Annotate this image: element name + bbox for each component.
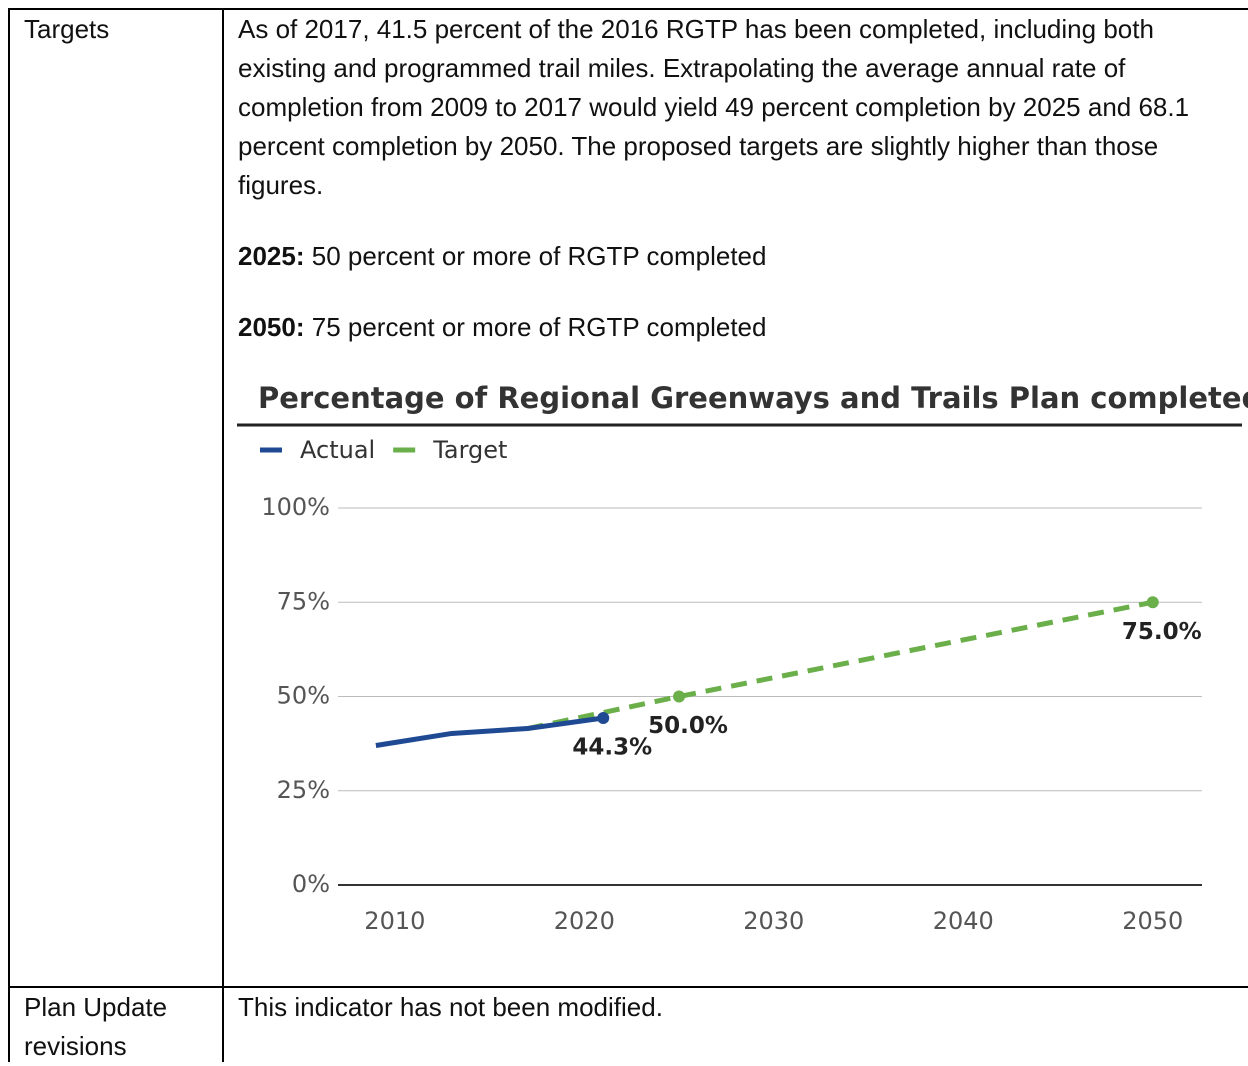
row-label: Targets [24,14,110,44]
cell-content: This indicator has not been modified. [238,992,663,1022]
target-text: 50 percent or more of RGTP completed [311,241,767,271]
x-tick-label: 2020 [554,907,615,935]
series-line [526,599,1154,731]
legend-label: Target [432,436,507,464]
series-line [375,715,604,748]
target-year: 2025: [238,241,305,271]
table-border [8,8,1248,10]
value-label: 75.0% [1122,619,1202,645]
row-label: Plan Update revisions [24,992,168,1061]
value-label: 50.0% [648,713,728,739]
target-year: 2050: [238,312,305,342]
column-border [222,8,224,1062]
point-marker [1146,596,1159,609]
legend-label: Actual [300,436,375,464]
table-border [8,8,10,1062]
y-tick-label: 50% [277,682,330,710]
y-tick-label: 25% [277,776,330,804]
y-tick-label: 0% [292,870,330,898]
y-tick-label: 75% [277,587,330,615]
y-tick-label: 100% [261,493,330,521]
chart-title: Percentage of Regional Greenways and Tra… [258,381,1248,415]
target: 2025: 50 percent or more of RGTP complet… [238,237,1246,276]
point-marker [673,690,686,703]
row-border [8,986,1248,988]
cell-content: As of 2017, 41.5 percent of the 2016 RGT… [238,10,1246,379]
x-tick-label: 2050 [1122,907,1183,935]
x-tick-label: 2010 [364,907,425,935]
target-text: 75 percent or more of RGTP completed [311,312,767,342]
target: 2050: 75 percent or more of RGTP complet… [238,308,1246,347]
x-tick-label: 2030 [743,907,804,935]
paragraph: As of 2017, 41.5 percent of the 2016 RGT… [238,14,1190,200]
value-label: 44.3% [572,734,652,760]
point-marker [597,711,610,724]
x-tick-label: 2040 [933,907,994,935]
